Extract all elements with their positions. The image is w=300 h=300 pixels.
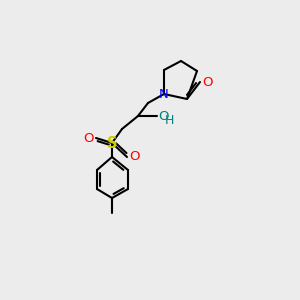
Text: O: O <box>129 151 140 164</box>
Text: S: S <box>107 136 117 151</box>
Text: N: N <box>159 88 169 100</box>
Text: O: O <box>202 76 212 88</box>
Text: O: O <box>83 131 94 145</box>
Text: H: H <box>165 115 174 128</box>
Text: O: O <box>158 110 169 122</box>
